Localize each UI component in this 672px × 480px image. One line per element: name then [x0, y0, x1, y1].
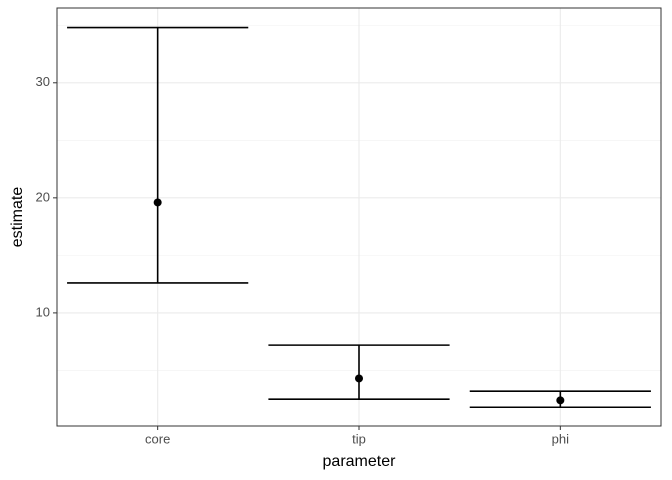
x-tick-label: phi: [552, 431, 569, 446]
x-tick-label: core: [145, 431, 170, 446]
point: [355, 374, 363, 383]
y-tick-label: 20: [36, 189, 50, 204]
point: [556, 396, 565, 405]
x-tick-label: tip: [352, 431, 366, 446]
y-axis-title: estimate: [9, 187, 26, 248]
x-axis-title: parameter: [323, 453, 397, 470]
y-tick-label: 30: [36, 74, 50, 89]
y-tick-label: 10: [36, 304, 50, 319]
point: [153, 198, 162, 207]
